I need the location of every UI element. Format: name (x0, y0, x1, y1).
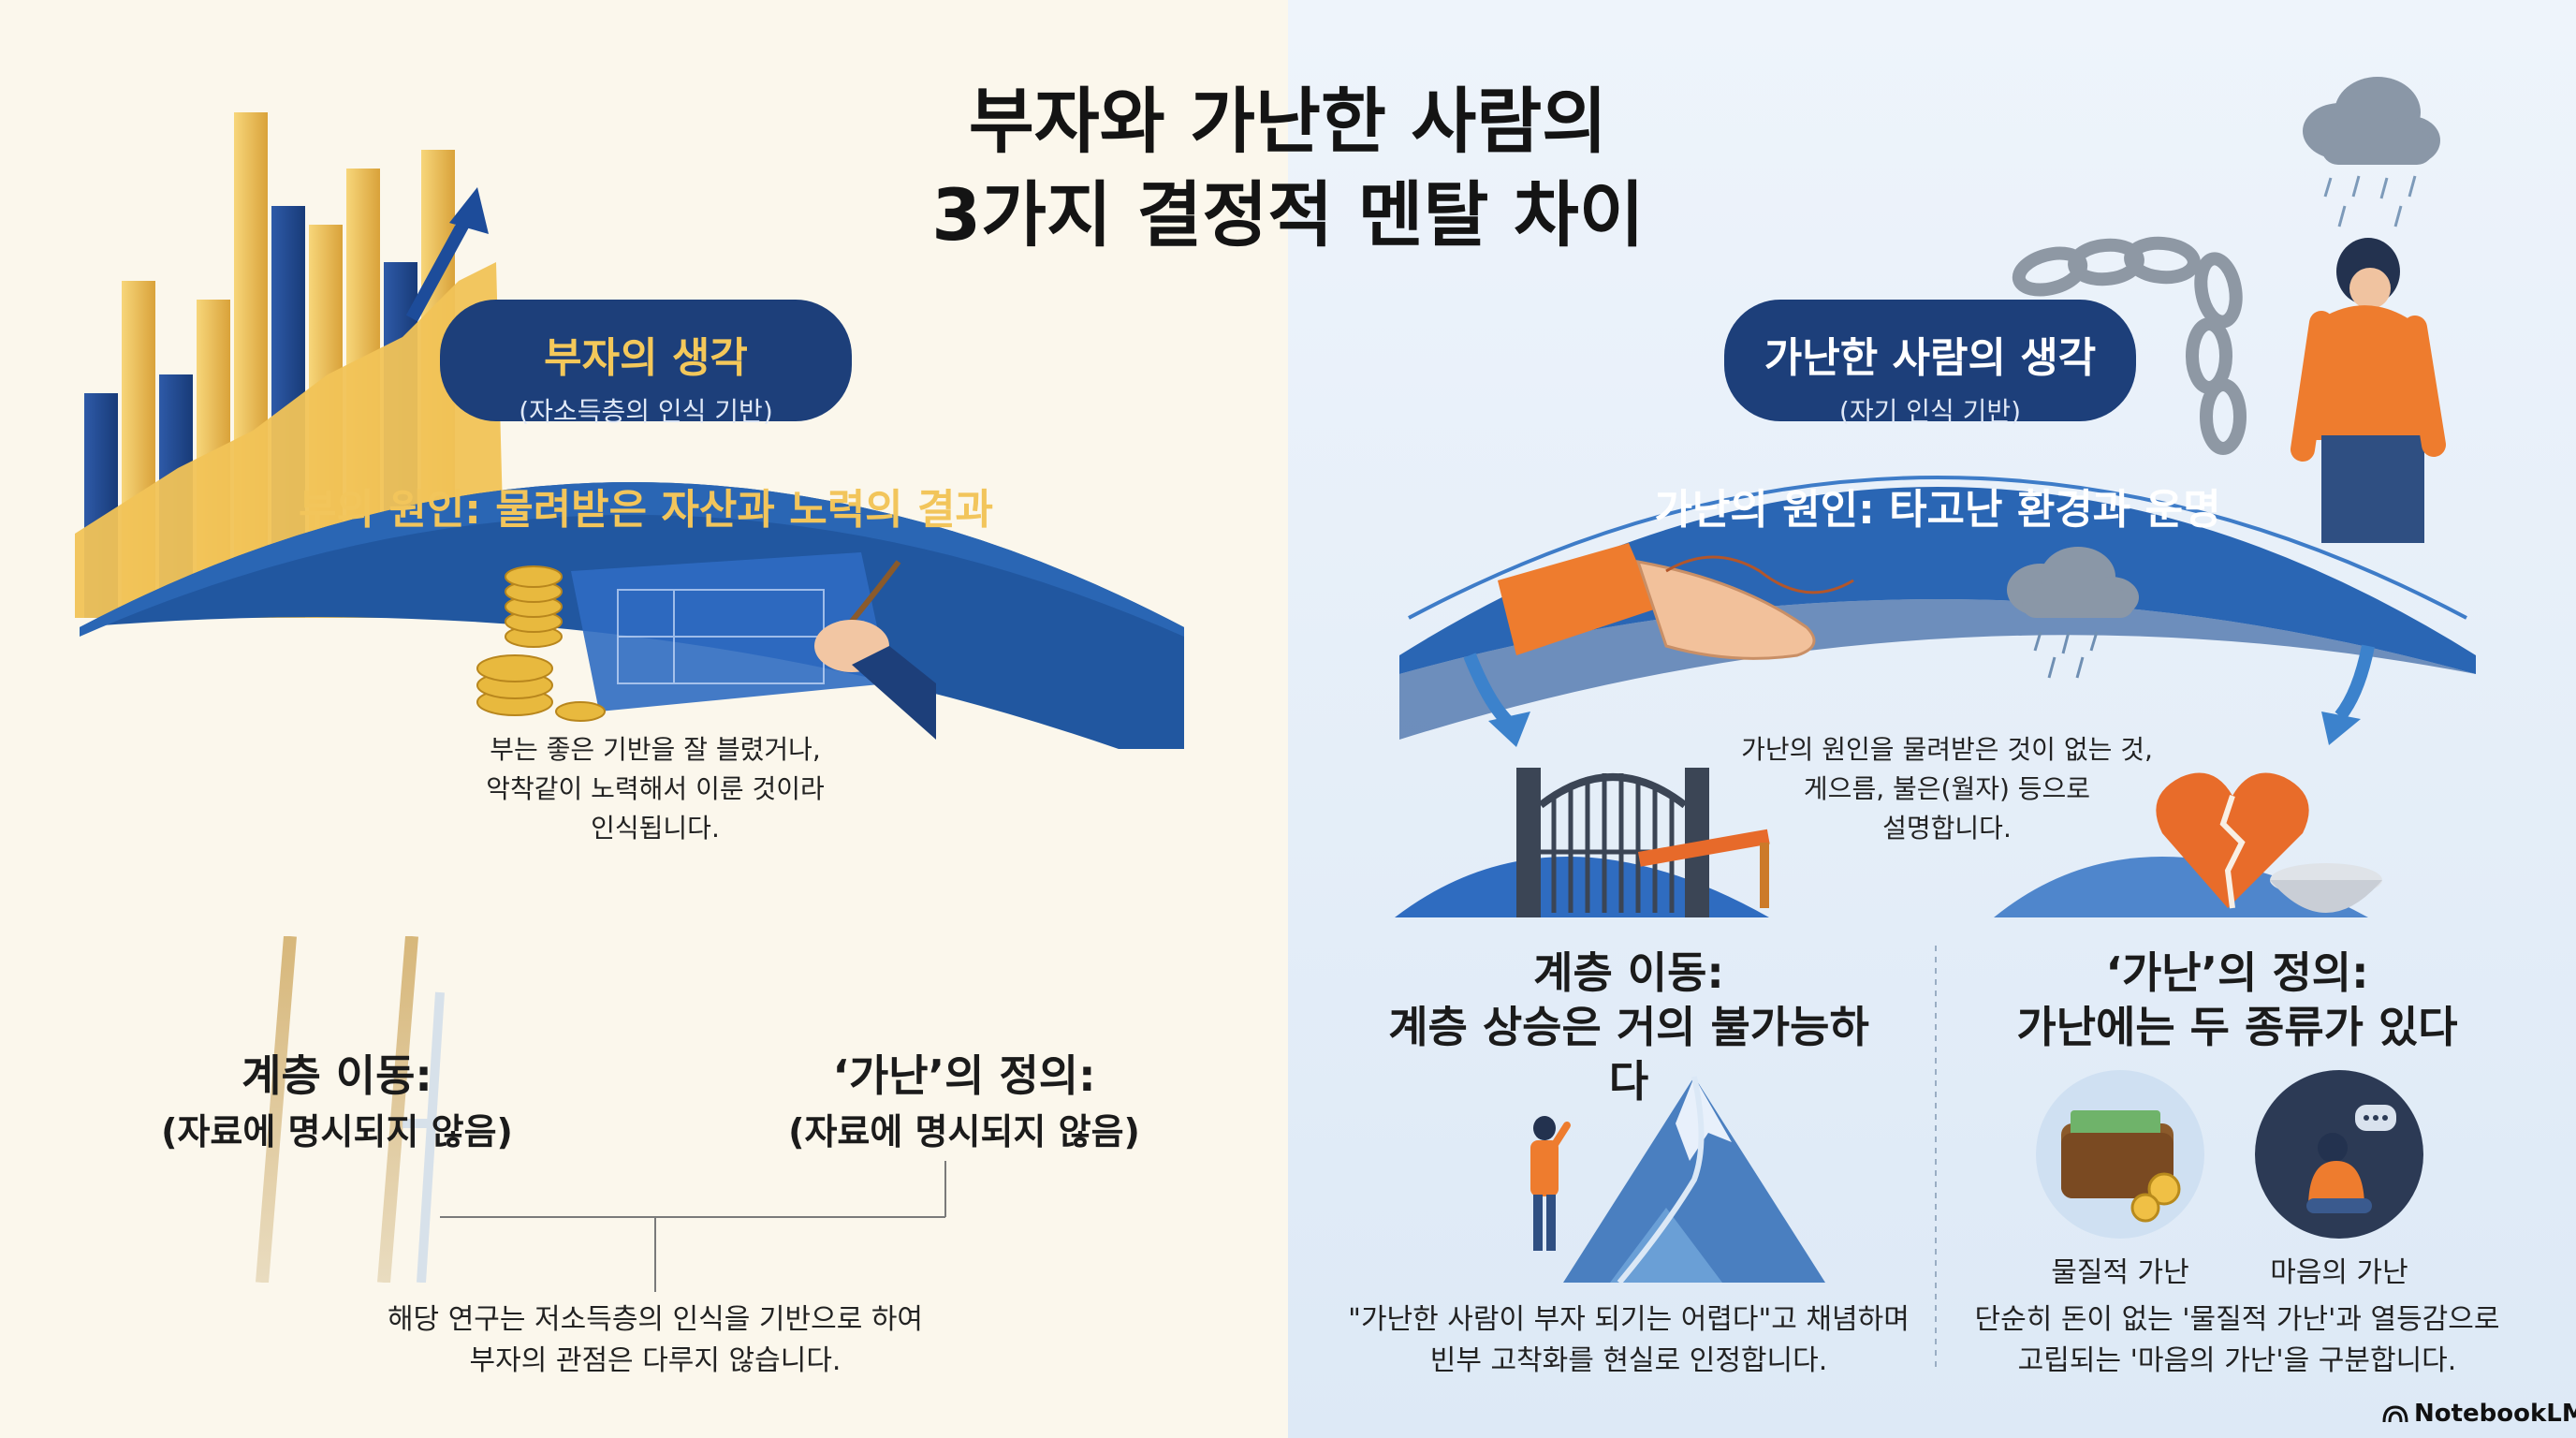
poor-mobility-caption: "가난한 사람이 부자 되기는 어렵다"고 채념하며 빈부 고착화를 현실로 인… (1348, 1299, 1910, 1382)
rich-thinking-pill: 부자의 생각 (자소득층의 인식 기반) (440, 300, 852, 427)
rich-mobility-title: 계층 이동: (242, 1050, 432, 1101)
mind-poverty-label: 마음의 가난 (2270, 1256, 2408, 1289)
poor-pill-title: 가난한 사람의 생각 (1764, 334, 2097, 382)
poor-poverty-block: ‘가난’의 정의: 가난에는 두 종류가 있다 (1966, 946, 2509, 1054)
poor-poverty-caption-line-1: 단순히 돈이 없는 '물질적 가난'과 열등감으로 (1974, 1303, 2500, 1336)
poor-poverty-caption: 단순히 돈이 없는 '물질적 가난'과 열등감으로 고립되는 '마음의 가난'을… (1956, 1299, 2518, 1382)
rich-poverty-title: ‘가난’의 정의: (832, 1050, 1096, 1101)
poor-mobility-block: 계층 이동: 계층 상승은 거의 불가능하다 (1376, 946, 1881, 1108)
poor-cause-heading: 가난의 원인: 타고난 환경과 운명 (1654, 486, 2221, 534)
poor-thinking-pill: 가난한 사람의 생각 (자기 인식 기반) (1724, 300, 2136, 427)
wallet-icon (2036, 1070, 2204, 1239)
lonely-person-icon (2255, 1070, 2423, 1239)
title-line-1: 부자와 가난한 사람의 (968, 80, 1608, 163)
poor-mobility-caption-line-1: "가난한 사람이 부자 되기는 어렵다"고 채념하며 (1348, 1303, 1910, 1336)
rain-cloud-icon (2007, 547, 2139, 679)
page-title: 부자와 가난한 사람의 3가지 결정적 멘탈 차이 (820, 75, 1756, 262)
mountain-climber-illustration (1530, 1076, 1825, 1283)
poor-poverty-caption-line-2: 고립되는 '마음의 가난'을 구분합니다. (2017, 1344, 2457, 1377)
ground-mounds (1395, 857, 2368, 917)
broken-chain-illustration (2012, 236, 2247, 455)
rich-cause-line-2: 악착같이 노력해서 이룬 것이라 (486, 773, 825, 804)
right-divider (1935, 946, 1937, 1367)
rich-note-line-2: 부자의 관점은 다루지 않습니다. (469, 1344, 842, 1377)
rich-poverty-block: ‘가난’의 정의: (자료에 명시되지 않음) (777, 1049, 1151, 1154)
rich-cause-line-3: 인식됩니다. (591, 813, 720, 844)
material-poverty-label: 물질적 가난 (2051, 1256, 2189, 1289)
poor-poverty-subtitle: 가난에는 두 종류가 있다 (2016, 1002, 2458, 1052)
sad-person-illustration (2291, 238, 2446, 543)
rich-mobility-block: 계층 이동: (자료에 명시되지 않음) (150, 1049, 524, 1154)
poor-mobility-title: 계층 이동: (1533, 947, 1724, 998)
poor-cause-text: 가난의 원인을 물려받은 것이 없는 것, 게으름, 불은(월자) 등으로 설명… (1666, 730, 2228, 848)
rich-cause-text: 부는 좋은 기반을 잘 블렸거나, 악착같이 노력해서 이룬 것이라 인식됩니다… (393, 730, 917, 848)
arrow-down-right-icon (2321, 644, 2375, 745)
rich-note: 해당 연구는 저소득층의 인식을 기반으로 하여 부자의 관점은 다루지 않습니… (309, 1299, 1002, 1382)
poor-cause-line-2: 게으름, 불은(월자) 등으로 (1803, 773, 2091, 804)
arrow-down-left-icon (1463, 653, 1530, 747)
title-line-2: 3가지 결정적 멘탈 차이 (931, 173, 1645, 257)
rich-cause-line-1: 부는 좋은 기반을 잘 블렸거나, (490, 734, 821, 765)
coins-blueprint-illustration (476, 552, 936, 740)
rich-pill-title: 부자의 생각 (544, 334, 748, 382)
rich-mobility-subtitle: (자료에 명시되지 않음) (161, 1111, 513, 1152)
brand-label: NotebookLM (2414, 1400, 2576, 1428)
storm-cloud-illustration (2303, 77, 2440, 227)
rich-pill-subtitle: (자소득층의 인식 기반) (519, 396, 773, 427)
left-connector-lines (440, 1161, 946, 1292)
notebooklm-brand: NotebookLM (2382, 1400, 2576, 1431)
poor-mobility-subtitle: 계층 상승은 거의 불가능하다 (1388, 1002, 1869, 1107)
poor-cause-line-3: 설명합니다. (1882, 813, 2012, 844)
open-hand-illustration (1498, 543, 1854, 660)
locked-gate-illustration (1516, 768, 1770, 917)
poor-poverty-title: ‘가난’의 정의: (2105, 947, 2369, 998)
notebooklm-logo-icon (2382, 1405, 2408, 1423)
poor-mobility-caption-line-2: 빈부 고착화를 현실로 인정합니다. (1429, 1344, 1828, 1377)
ladder-illustration (256, 936, 445, 1283)
rich-cause-heading: 부의 원인: 물려받은 자산과 노력의 결과 (299, 486, 993, 534)
poor-pill-subtitle: (자기 인식 기반) (1838, 396, 2022, 427)
rich-poverty-subtitle: (자료에 명시되지 않음) (788, 1111, 1140, 1152)
broken-heart-bowl-illustration (2156, 772, 2382, 913)
poor-cause-line-1: 가난의 원인을 물려받은 것이 없는 것, (1741, 734, 2153, 765)
rich-note-line-1: 해당 연구는 저소득층의 인식을 기반으로 하여 (387, 1303, 924, 1336)
